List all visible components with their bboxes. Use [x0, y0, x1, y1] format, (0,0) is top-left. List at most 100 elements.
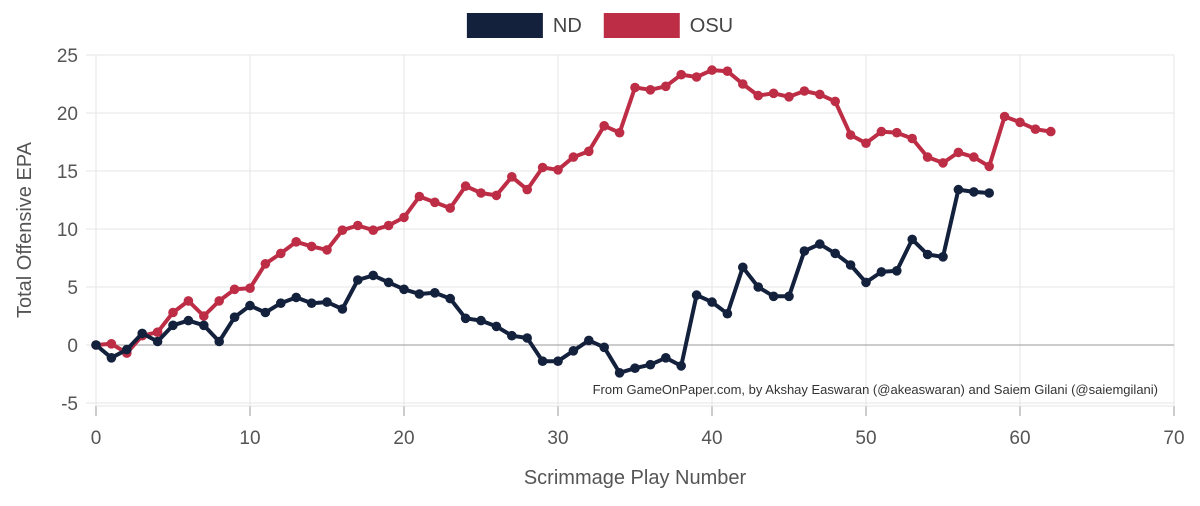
data-point-osu[interactable] [168, 307, 178, 318]
data-point-osu[interactable] [322, 245, 332, 255]
data-point-osu[interactable] [630, 82, 640, 93]
data-point-nd[interactable] [676, 361, 686, 371]
data-point-osu[interactable] [152, 327, 163, 338]
data-point-nd[interactable] [537, 356, 548, 367]
data-point-nd[interactable] [214, 336, 224, 347]
data-point-osu[interactable] [245, 283, 255, 294]
data-point-nd[interactable] [614, 368, 625, 378]
data-point-osu[interactable] [845, 130, 856, 140]
data-point-osu[interactable] [984, 161, 994, 172]
data-point-osu[interactable] [460, 181, 471, 191]
data-point-osu[interactable] [707, 65, 717, 75]
data-point-nd[interactable] [91, 340, 101, 350]
data-point-osu[interactable] [306, 241, 317, 252]
data-point-nd[interactable] [645, 359, 656, 370]
data-point-nd[interactable] [199, 320, 209, 331]
data-point-nd[interactable] [460, 313, 471, 324]
data-point-nd[interactable] [399, 284, 409, 295]
data-point-osu[interactable] [291, 237, 302, 247]
data-point-osu[interactable] [522, 184, 532, 195]
data-point-nd[interactable] [953, 184, 964, 195]
data-point-nd[interactable] [938, 251, 948, 262]
data-point-nd[interactable] [969, 187, 979, 197]
data-point-nd[interactable] [245, 300, 255, 311]
data-point-nd[interactable] [584, 335, 594, 346]
data-point-osu[interactable] [368, 225, 379, 235]
data-point-osu[interactable] [738, 79, 748, 89]
data-point-nd[interactable] [599, 342, 609, 353]
data-point-nd[interactable] [830, 248, 840, 259]
data-point-osu[interactable] [491, 190, 502, 201]
data-point-nd[interactable] [353, 275, 363, 285]
data-point-osu[interactable] [276, 248, 286, 259]
data-point-nd[interactable] [229, 312, 240, 323]
data-point-osu[interactable] [1015, 117, 1025, 128]
data-point-nd[interactable] [661, 353, 671, 363]
data-point-osu[interactable] [722, 66, 733, 76]
data-point-nd[interactable] [722, 308, 733, 319]
data-point-nd[interactable] [260, 307, 271, 318]
data-point-nd[interactable] [152, 336, 163, 347]
data-point-osu[interactable] [784, 92, 794, 102]
data-point-nd[interactable] [984, 188, 994, 198]
data-point-nd[interactable] [630, 363, 640, 374]
data-point-osu[interactable] [399, 212, 409, 223]
data-point-nd[interactable] [337, 304, 348, 314]
data-point-nd[interactable] [383, 277, 394, 288]
data-point-osu[interactable] [661, 81, 671, 92]
data-point-nd[interactable] [445, 293, 456, 304]
data-point-osu[interactable] [907, 133, 917, 144]
data-point-osu[interactable] [106, 339, 117, 349]
data-point-nd[interactable] [753, 282, 763, 292]
data-point-osu[interactable] [876, 126, 887, 137]
data-point-nd[interactable] [892, 266, 902, 276]
data-point-osu[interactable] [799, 86, 810, 96]
data-point-osu[interactable] [922, 152, 933, 162]
data-point-osu[interactable] [214, 296, 224, 306]
data-point-osu[interactable] [260, 259, 271, 269]
data-point-nd[interactable] [507, 330, 517, 341]
data-point-osu[interactable] [676, 69, 686, 80]
data-point-osu[interactable] [229, 284, 240, 295]
data-point-osu[interactable] [507, 172, 517, 182]
data-point-nd[interactable] [861, 277, 871, 288]
data-point-osu[interactable] [414, 191, 425, 202]
data-point-osu[interactable] [953, 147, 964, 158]
data-point-osu[interactable] [430, 197, 440, 208]
data-point-osu[interactable] [476, 188, 486, 198]
data-point-nd[interactable] [137, 328, 147, 339]
data-point-osu[interactable] [337, 225, 348, 235]
data-point-osu[interactable] [969, 152, 979, 162]
data-point-nd[interactable] [738, 262, 748, 273]
data-point-nd[interactable] [922, 249, 933, 260]
data-point-nd[interactable] [306, 298, 317, 309]
data-point-osu[interactable] [584, 146, 594, 157]
data-point-nd[interactable] [907, 234, 917, 245]
data-point-nd[interactable] [322, 297, 332, 307]
data-point-osu[interactable] [568, 152, 579, 162]
data-point-nd[interactable] [291, 292, 302, 303]
data-point-nd[interactable] [414, 289, 425, 299]
data-point-nd[interactable] [876, 267, 887, 277]
data-point-nd[interactable] [784, 291, 794, 302]
data-point-nd[interactable] [568, 346, 579, 356]
data-point-osu[interactable] [938, 158, 948, 168]
data-point-nd[interactable] [430, 288, 440, 298]
data-point-osu[interactable] [999, 111, 1010, 122]
data-point-nd[interactable] [799, 246, 810, 256]
data-point-osu[interactable] [768, 88, 779, 99]
data-point-nd[interactable] [476, 315, 486, 326]
data-point-nd[interactable] [122, 344, 132, 355]
data-point-nd[interactable] [522, 333, 532, 343]
data-point-nd[interactable] [707, 297, 717, 307]
data-point-osu[interactable] [537, 162, 548, 173]
data-point-nd[interactable] [691, 290, 702, 300]
legend-item-osu[interactable]: OSU [603, 13, 733, 38]
data-point-osu[interactable] [753, 90, 763, 101]
data-point-nd[interactable] [276, 298, 286, 309]
data-point-osu[interactable] [553, 165, 563, 175]
data-point-osu[interactable] [830, 96, 840, 107]
data-point-osu[interactable] [691, 72, 702, 82]
data-point-osu[interactable] [199, 311, 209, 321]
legend-item-nd[interactable]: ND [466, 13, 582, 38]
